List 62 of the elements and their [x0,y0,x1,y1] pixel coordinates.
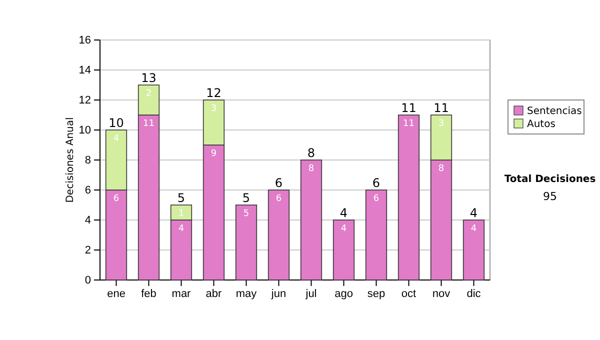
y-tick-label: 8 [84,154,91,167]
legend-label: Sentencias [527,106,582,117]
x-tick-label: may [236,288,258,300]
x-tick-label: jun [270,288,286,300]
total-label: 4 [470,206,478,220]
bar [462,220,485,280]
x-tick-label: sep [367,288,386,300]
x-tick-label: dic [466,288,482,300]
y-tick-label: 10 [78,124,91,137]
total-label: 10 [108,116,124,130]
bar [268,190,290,280]
data-label: 6 [373,194,380,204]
total-label: 4 [340,206,348,220]
text: 95 [543,190,557,203]
total-label: 5 [177,191,186,205]
total-label: 6 [372,176,380,190]
x-tick-label: ene [107,288,126,300]
bar [300,160,322,280]
data-label: 1 [178,209,184,219]
total-label: 11 [434,101,449,115]
data-label: 3 [438,119,444,129]
text: Total Decisiones [504,174,596,185]
data-label: 5 [243,209,250,219]
data-label: 3 [210,104,217,114]
x-tick-label: oct [401,288,416,300]
y-tick-label: 4 [84,214,91,227]
bar [332,220,355,280]
data-label: 2 [146,89,152,99]
total-label: 5 [242,191,250,205]
data-label: 11 [403,119,414,129]
total-label: 12 [206,86,222,100]
total-label: 6 [274,176,283,190]
data-label: 6 [113,194,120,204]
x-tick-label: feb [141,288,156,300]
data-label: 8 [438,164,444,174]
y-tick-label: 6 [84,184,91,197]
data-label: 4 [470,224,477,234]
x-tick-label: jul [304,288,317,300]
data-label: 9 [210,149,217,159]
total-label: 11 [401,101,416,115]
total-label: 13 [141,71,156,85]
bar [365,190,388,280]
data-label: 4 [340,224,347,234]
data-label: 4 [113,134,120,144]
data-label: 4 [178,224,184,234]
legend-label: Autos [527,119,556,130]
data-label: 11 [143,119,154,129]
x-tick-label: abr [206,288,222,300]
x-tick-label: mar [172,288,192,300]
x-tick-label: nov [432,288,451,300]
bar [398,114,420,280]
x-tick-label: ago [334,288,353,300]
y-tick-label: 16 [78,34,91,47]
y-tick-label: 0 [84,274,91,287]
y-tick-label: 14 [78,64,91,77]
y-tick-label: 2 [84,244,91,257]
data-label: 6 [276,194,282,204]
y-axis-title: Decisiones Anual [65,117,76,203]
bar [235,204,258,280]
data-label: 8 [308,164,314,174]
y-tick-label: 12 [78,94,91,107]
total-label: 8 [307,146,316,160]
